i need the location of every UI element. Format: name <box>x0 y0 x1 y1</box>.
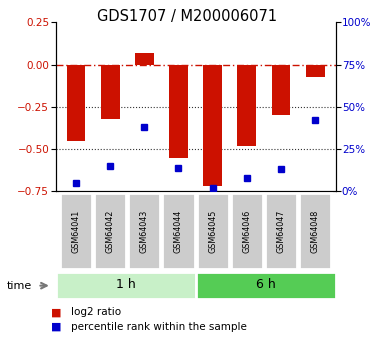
Text: GSM64042: GSM64042 <box>106 209 115 253</box>
Text: 6 h: 6 h <box>256 278 276 292</box>
Text: GSM64044: GSM64044 <box>174 209 183 253</box>
Text: GSM64048: GSM64048 <box>310 209 320 253</box>
FancyBboxPatch shape <box>162 193 195 269</box>
Text: GSM64047: GSM64047 <box>276 209 285 253</box>
Text: GSM64046: GSM64046 <box>242 209 251 253</box>
FancyBboxPatch shape <box>94 193 126 269</box>
FancyBboxPatch shape <box>265 193 297 269</box>
Bar <box>101 65 120 119</box>
Bar <box>306 65 324 77</box>
FancyBboxPatch shape <box>196 272 336 299</box>
Text: GSM64041: GSM64041 <box>72 209 81 253</box>
Bar <box>203 65 222 186</box>
FancyBboxPatch shape <box>299 193 331 269</box>
FancyBboxPatch shape <box>60 193 92 269</box>
FancyBboxPatch shape <box>56 272 196 299</box>
Text: ■: ■ <box>51 307 61 317</box>
Text: ■: ■ <box>51 322 61 332</box>
Text: GSM64045: GSM64045 <box>208 209 217 253</box>
Bar <box>272 65 290 115</box>
Text: 1 h: 1 h <box>116 278 135 292</box>
FancyBboxPatch shape <box>128 193 160 269</box>
Text: GDS1707 / M200006071: GDS1707 / M200006071 <box>98 9 278 23</box>
Text: log2 ratio: log2 ratio <box>71 307 122 317</box>
Text: time: time <box>7 281 32 290</box>
Text: GSM64043: GSM64043 <box>140 209 149 253</box>
Text: percentile rank within the sample: percentile rank within the sample <box>71 322 247 332</box>
FancyBboxPatch shape <box>231 193 263 269</box>
Bar <box>169 65 188 158</box>
FancyBboxPatch shape <box>196 193 229 269</box>
Bar <box>237 65 256 146</box>
Bar <box>67 65 86 141</box>
Bar <box>135 53 154 65</box>
